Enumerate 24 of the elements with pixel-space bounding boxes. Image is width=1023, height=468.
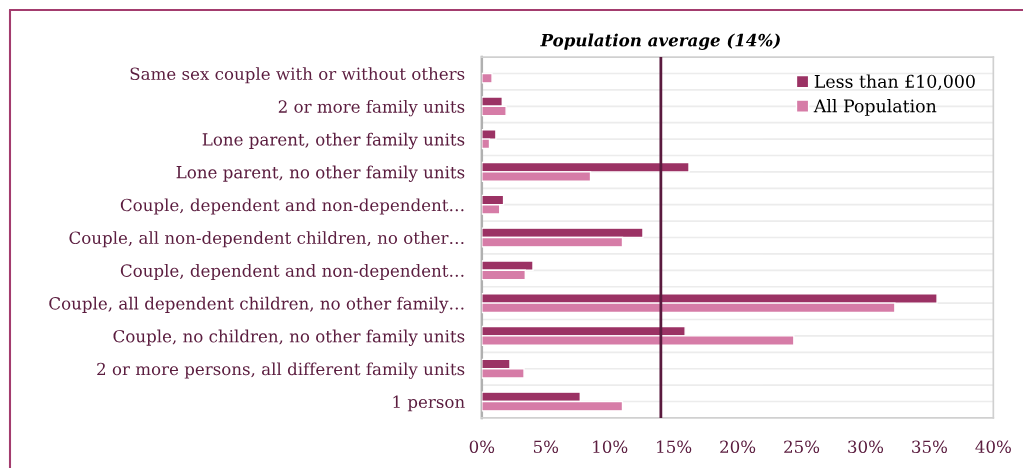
y-tick-label: Couple, all non-dependent children, no other… <box>69 231 464 248</box>
x-tick-label: 35% <box>912 440 947 454</box>
x-tick-label: 15% <box>657 440 692 454</box>
legend-label: All Population <box>813 99 937 116</box>
x-tick-label: 20% <box>720 440 756 454</box>
x-tick-label: 25% <box>784 440 820 454</box>
y-tick-label: Lone parent, no other family units <box>176 165 465 182</box>
y-tick-label: Lone parent, other family units <box>202 132 465 150</box>
x-tick-label: 0% <box>469 440 495 454</box>
y-tick-label: 2 or more family units <box>278 99 465 117</box>
ref-line-label: Population average (14%) <box>540 33 780 50</box>
legend-label: Less than £10,000 <box>814 74 975 91</box>
x-tick-label: 40% <box>975 440 1011 454</box>
y-tick-label: Same sex couple with or without others <box>130 67 465 84</box>
y-tick-label: 1 person <box>393 395 465 412</box>
y-tick-label: Couple, dependent and non-dependent… <box>120 198 464 215</box>
y-tick-label: Couple, dependent and non-dependent… <box>120 263 464 281</box>
x-tick-label: 30% <box>848 440 884 454</box>
x-tick-label: 10% <box>593 440 628 454</box>
x-tick-label: 5% <box>533 440 559 454</box>
y-tick-label: Couple, no children, no other family units <box>113 329 465 346</box>
y-tick-label: Couple, all dependent children, no other family… <box>49 296 464 314</box>
y-tick-label: 2 or more persons, all different family units <box>97 362 465 379</box>
bar <box>481 72 493 84</box>
